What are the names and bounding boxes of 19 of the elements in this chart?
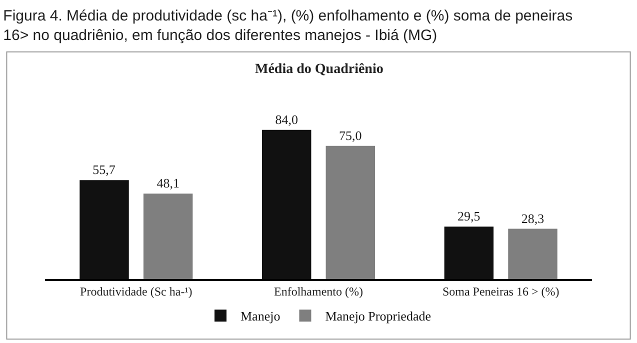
data-label: 29,5: [458, 208, 480, 224]
legend-label: Manejo Propriedade: [325, 308, 432, 324]
data-label: 84,0: [275, 112, 298, 127]
data-label: 48,1: [156, 176, 180, 191]
bar: [508, 228, 558, 279]
bar: [143, 194, 193, 279]
chart-subtitle: Média do Quadriênio: [255, 62, 384, 77]
bar: [444, 226, 494, 279]
data-label: 28,3: [521, 210, 544, 226]
data-label: 55,7: [92, 162, 116, 178]
bar: [80, 180, 129, 279]
x-tick-label: Soma Peneiras 16 > (%): [442, 284, 560, 298]
data-label: 75,0: [339, 128, 362, 143]
bar: [326, 146, 376, 279]
bar: [262, 130, 312, 279]
x-tick-label: Produtividade (Sc ha-¹): [80, 284, 192, 298]
legend-label: Manejo: [240, 308, 280, 324]
chart-title: Figura 4. Média de produtividade (sc ha⁻¹), (%) enfolhamento e (%) soma de peneiras 16> no quadriênio, em função dos diferentes manejos - Ibiá (MG): [3, 8, 573, 44]
x-tick-label: Enfolhamento (%): [274, 284, 363, 298]
